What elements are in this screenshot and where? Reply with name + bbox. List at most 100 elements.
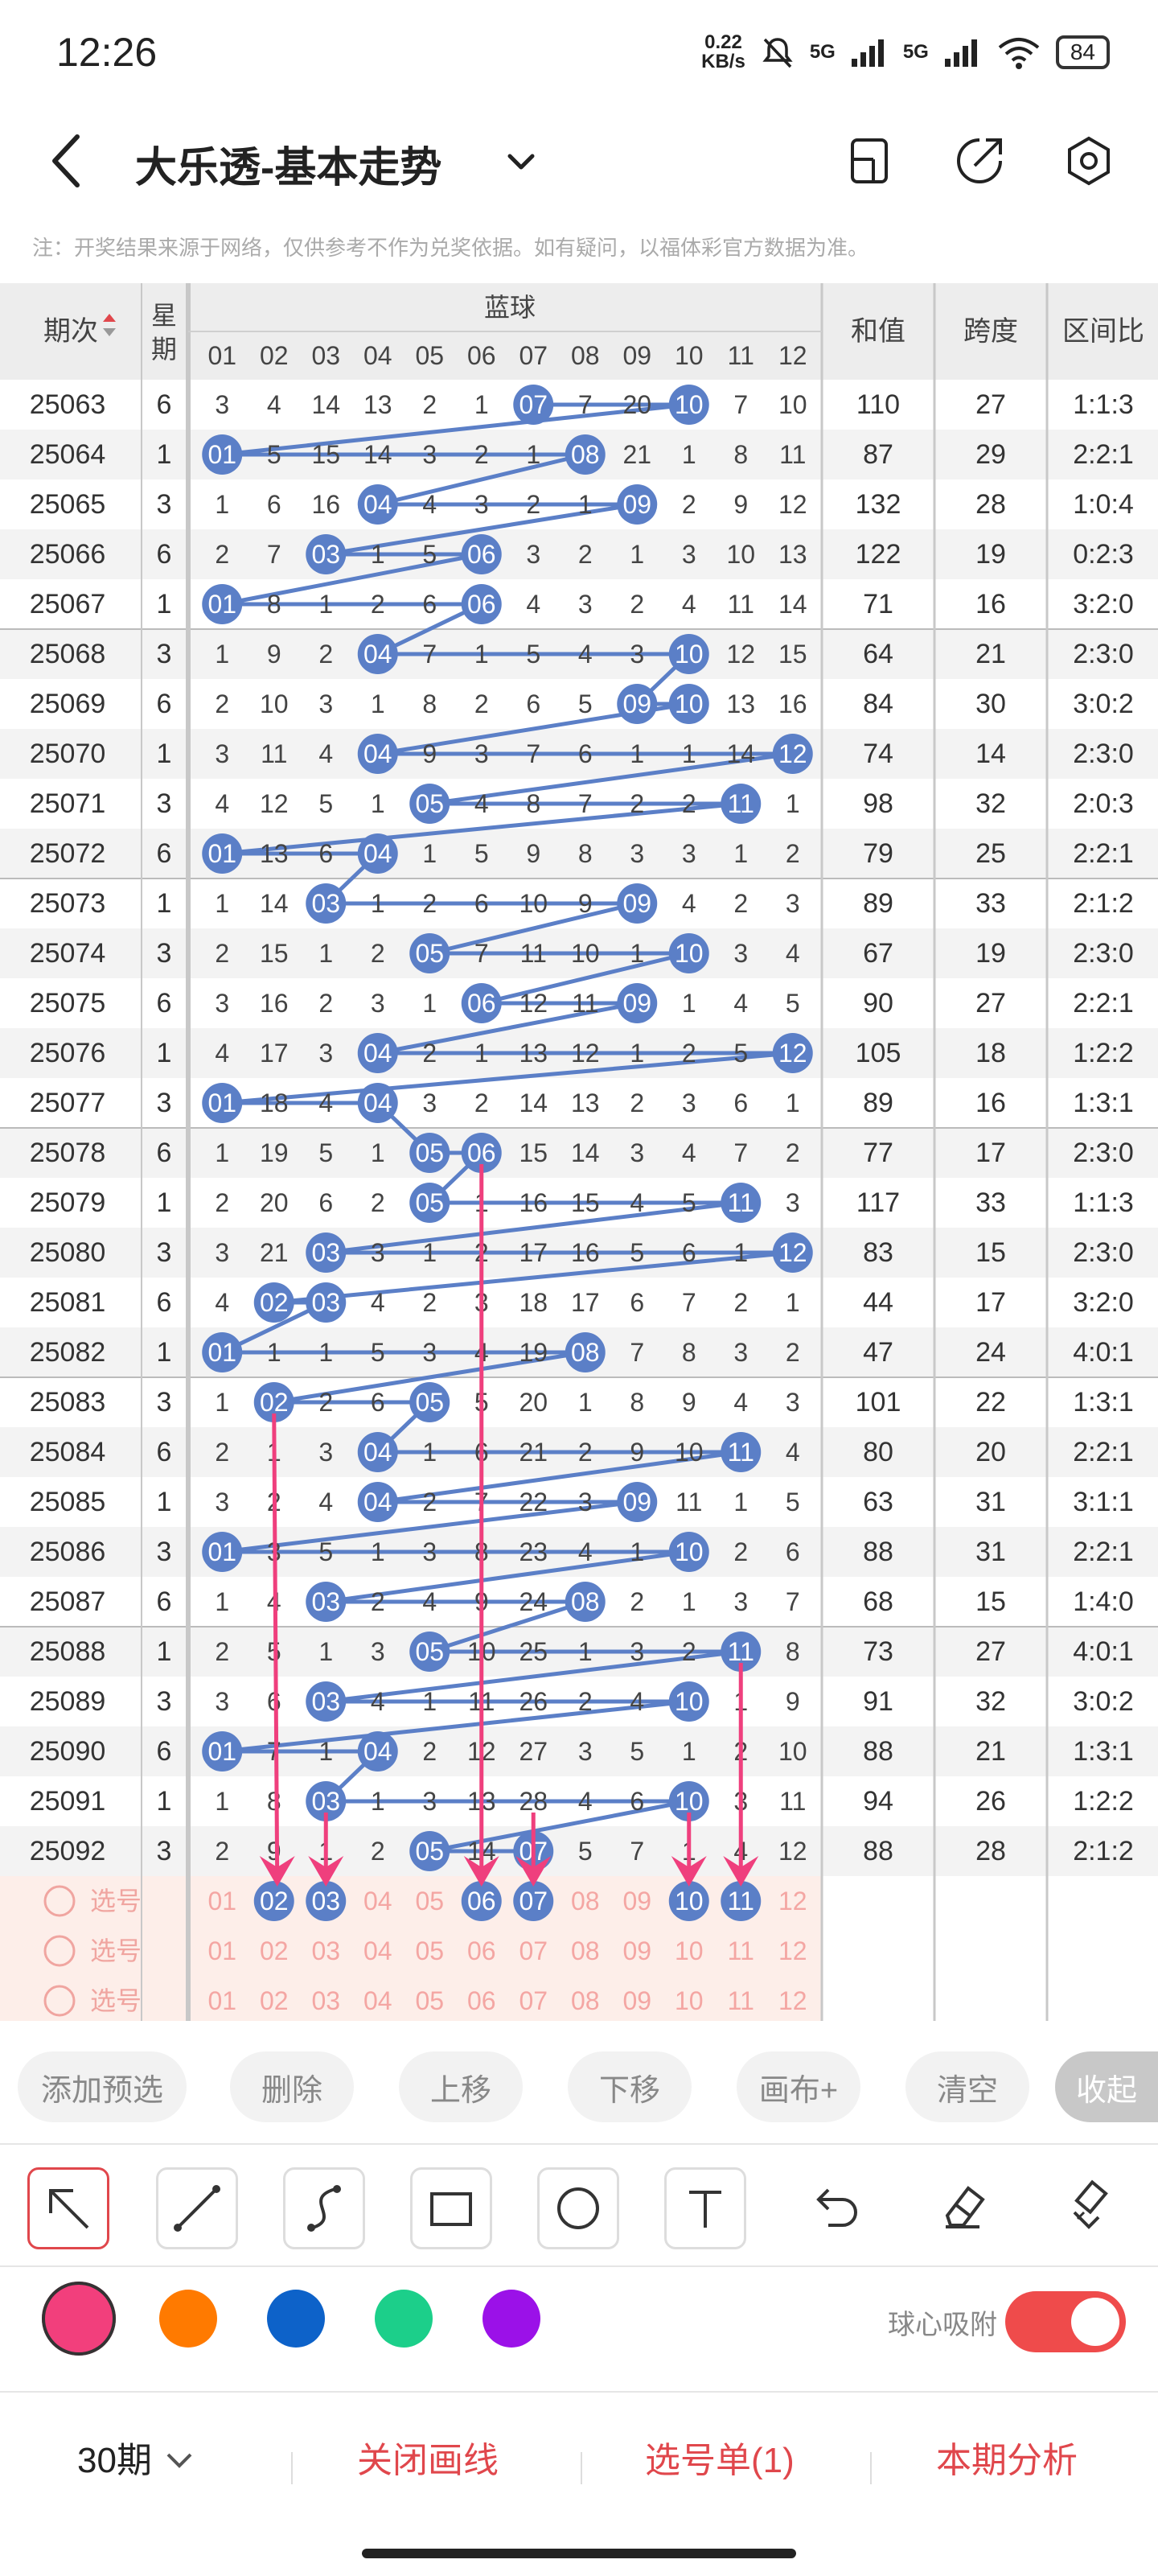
table-row[interactable] xyxy=(0,1078,1158,1128)
color-pink-swatch[interactable] xyxy=(42,2282,116,2356)
color-purple-swatch[interactable] xyxy=(482,2290,540,2348)
blue-ball-hit[interactable] xyxy=(357,1083,398,1123)
blue-ball-hit[interactable] xyxy=(357,1432,398,1472)
clear-button[interactable]: 清空 xyxy=(905,2051,1029,2122)
blue-ball-hit[interactable] xyxy=(617,983,658,1023)
back-arrow-icon[interactable] xyxy=(45,129,93,193)
color-orange-swatch[interactable] xyxy=(159,2290,217,2348)
blue-ball-hit[interactable] xyxy=(306,1582,347,1622)
blue-ball-hit[interactable] xyxy=(357,734,398,774)
blue-ball-hit[interactable] xyxy=(202,1083,243,1123)
blue-ball-hit[interactable] xyxy=(721,1432,762,1472)
table-row[interactable] xyxy=(0,1278,1158,1327)
blue-ball-hit[interactable] xyxy=(668,933,709,973)
table-row[interactable] xyxy=(0,829,1158,879)
share-icon[interactable] xyxy=(951,132,1008,190)
blue-ball-hit[interactable] xyxy=(617,484,658,525)
color-blue-swatch[interactable] xyxy=(267,2290,325,2348)
blue-ball-hit[interactable] xyxy=(357,484,398,525)
blue-ball-hit[interactable] xyxy=(721,1632,762,1672)
blue-ball-hit[interactable] xyxy=(253,1382,294,1422)
selected-ball[interactable] xyxy=(721,1881,762,1921)
close-lines-button[interactable]: 关闭画线 xyxy=(357,2441,499,2480)
blue-ball-hit[interactable] xyxy=(565,1582,606,1622)
blue-ball-hit[interactable] xyxy=(409,1382,450,1422)
delete-button[interactable]: 删除 xyxy=(230,2051,354,2122)
blue-ball-hit[interactable] xyxy=(357,1731,398,1772)
line-tool-icon[interactable] xyxy=(156,2167,238,2249)
blue-ball-hit[interactable] xyxy=(668,1681,709,1722)
blue-ball-hit[interactable] xyxy=(357,1033,398,1073)
blue-ball-hit[interactable] xyxy=(409,1632,450,1672)
blue-ball-hit[interactable] xyxy=(668,634,709,674)
blue-ball-hit[interactable] xyxy=(202,1532,243,1572)
selected-ball[interactable] xyxy=(513,1881,554,1921)
table-row[interactable] xyxy=(0,529,1158,579)
blue-ball-hit[interactable] xyxy=(202,1332,243,1372)
period-count-selector[interactable]: 30期 xyxy=(77,2431,197,2483)
blue-ball-hit[interactable] xyxy=(565,434,606,475)
blue-ball-hit[interactable] xyxy=(668,1781,709,1821)
color-green-swatch[interactable] xyxy=(375,2290,433,2348)
selected-ball[interactable] xyxy=(461,1881,502,1921)
blue-ball-hit[interactable] xyxy=(409,784,450,824)
eraser-icon[interactable] xyxy=(923,2167,1000,2245)
circle-tool-icon[interactable] xyxy=(537,2167,619,2249)
display-mode-icon[interactable] xyxy=(841,132,899,190)
blue-ball-hit[interactable] xyxy=(409,1133,450,1173)
current-analysis-button[interactable]: 本期分析 xyxy=(936,2441,1078,2480)
blue-ball-hit[interactable] xyxy=(409,933,450,973)
text-tool-icon[interactable] xyxy=(664,2167,746,2249)
selected-ball[interactable] xyxy=(668,1881,709,1921)
sort-down-icon[interactable] xyxy=(103,328,116,336)
clear-drawing-icon[interactable] xyxy=(1050,2167,1127,2245)
blue-ball-hit[interactable] xyxy=(772,734,813,774)
table-row[interactable] xyxy=(0,1128,1158,1178)
collapse-button[interactable]: 收起 xyxy=(1055,2051,1158,2122)
snap-to-center-toggle[interactable] xyxy=(1005,2291,1126,2352)
blue-ball-hit[interactable] xyxy=(202,1731,243,1772)
blue-ball-hit[interactable] xyxy=(772,1033,813,1073)
table-row[interactable] xyxy=(0,1377,1158,1427)
select-row-radio[interactable] xyxy=(43,1885,76,1917)
arrow-tool-icon[interactable] xyxy=(27,2167,109,2249)
canvas-add-button[interactable]: 画布+ xyxy=(737,2051,860,2122)
blue-ball-hit[interactable] xyxy=(721,784,762,824)
table-row[interactable] xyxy=(0,579,1158,629)
table-row[interactable] xyxy=(0,1826,1158,1876)
blue-ball-hit[interactable] xyxy=(668,385,709,425)
blue-ball-hit[interactable] xyxy=(461,534,502,574)
blue-ball-hit[interactable] xyxy=(306,883,347,924)
blue-ball-hit[interactable] xyxy=(409,1831,450,1871)
blue-ball-hit[interactable] xyxy=(357,833,398,874)
blue-ball-hit[interactable] xyxy=(772,1232,813,1273)
blue-ball-hit[interactable] xyxy=(617,1482,658,1522)
add-preselect-button[interactable]: 添加预选 xyxy=(18,2051,187,2122)
blue-ball-hit[interactable] xyxy=(668,1532,709,1572)
blue-ball-hit[interactable] xyxy=(202,584,243,624)
curve-tool-icon[interactable] xyxy=(283,2167,365,2249)
chevron-down-icon[interactable] xyxy=(502,146,540,179)
selected-ball[interactable] xyxy=(306,1881,347,1921)
selected-ball[interactable] xyxy=(253,1881,294,1921)
settings-icon[interactable] xyxy=(1060,132,1118,190)
blue-ball-hit[interactable] xyxy=(306,1232,347,1273)
blue-ball-hit[interactable] xyxy=(202,434,243,475)
move-down-button[interactable]: 下移 xyxy=(568,2051,692,2122)
page-title[interactable]: 大乐透-基本走势 xyxy=(135,145,442,191)
blue-ball-hit[interactable] xyxy=(306,1681,347,1722)
blue-ball-hit[interactable] xyxy=(306,1282,347,1323)
blue-ball-hit[interactable] xyxy=(513,385,554,425)
selection-list-button[interactable]: 选号单(1) xyxy=(645,2441,795,2480)
rectangle-tool-icon[interactable] xyxy=(410,2167,492,2249)
blue-ball-hit[interactable] xyxy=(668,684,709,724)
blue-ball-hit[interactable] xyxy=(409,1183,450,1223)
blue-ball-hit[interactable] xyxy=(306,1781,347,1821)
table-row[interactable] xyxy=(0,1726,1158,1776)
blue-ball-hit[interactable] xyxy=(357,1482,398,1522)
blue-ball-hit[interactable] xyxy=(461,584,502,624)
blue-ball-hit[interactable] xyxy=(202,833,243,874)
undo-icon[interactable] xyxy=(796,2167,873,2245)
blue-ball-hit[interactable] xyxy=(461,983,502,1023)
blue-ball-hit[interactable] xyxy=(461,1133,502,1173)
